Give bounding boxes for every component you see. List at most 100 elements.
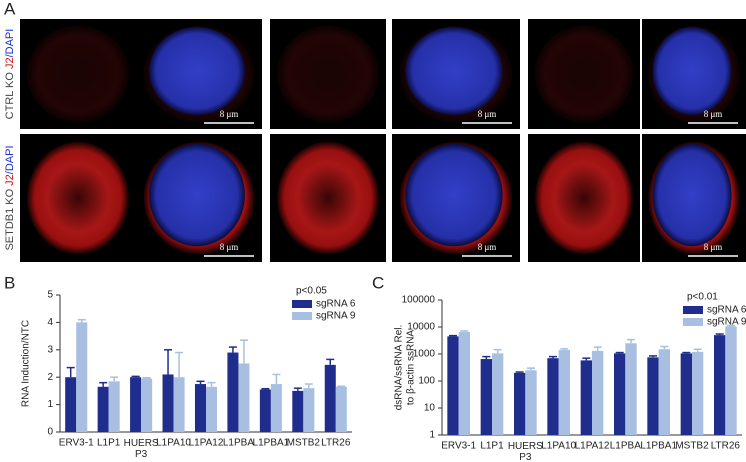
bar: [458, 332, 470, 435]
y-axis-title: to β-actin ssRNA: [406, 330, 417, 406]
bar: [514, 372, 526, 435]
legend-swatch: [292, 312, 312, 320]
y-tick-label: 5: [47, 290, 53, 301]
x-tick-label: L1P1: [97, 438, 121, 449]
x-tick-label: MSTB2: [287, 438, 321, 449]
bar: [238, 363, 250, 432]
bar: [592, 350, 604, 435]
bar: [714, 335, 726, 435]
bar: [76, 322, 88, 432]
panel-label: A: [4, 0, 16, 18]
x-tick-label: ERV3-1: [441, 441, 476, 452]
x-tick-label: L1PA10: [541, 441, 576, 452]
y-tick-label: 1: [47, 399, 53, 410]
bar: [525, 370, 537, 435]
bar: [259, 389, 271, 432]
cytoplasm-stain: [534, 25, 634, 123]
x-tick-label: L1PA10: [156, 438, 191, 449]
legend-label: sgRNA 6: [316, 299, 356, 310]
y-tick-label: 1: [429, 430, 435, 441]
y-tick-label: 10000: [407, 322, 435, 333]
legend-label: sgRNA 9: [707, 317, 746, 328]
row-label-part: J2: [4, 57, 16, 69]
bar: [130, 377, 142, 432]
y-tick-label: 100: [418, 376, 435, 387]
scale-bar-label: 8 μm: [220, 109, 239, 119]
legend-swatch: [683, 306, 703, 314]
row-label-part: /DAPI: [4, 145, 16, 174]
x-tick-label: HUERS P3: [124, 438, 159, 460]
bar: [162, 374, 174, 432]
nucleus-stain: [652, 143, 732, 247]
x-tick-label: L1PBA: [610, 441, 641, 452]
bar: [227, 352, 239, 432]
bar: [647, 357, 659, 435]
bar: [625, 343, 637, 435]
bar: [270, 384, 282, 432]
y-tick-label: 1000: [413, 349, 436, 360]
x-tick-label: L1P1: [480, 441, 504, 452]
legend-label: sgRNA 9: [316, 311, 356, 322]
bar: [558, 350, 570, 435]
cytoplasm-stain: [276, 25, 380, 123]
x-tick-label: MSTB2: [675, 441, 709, 452]
scale-bar-label: 8 μm: [704, 109, 723, 119]
legend-label: sgRNA 6: [707, 305, 746, 316]
bar: [324, 364, 336, 432]
bar: [580, 360, 592, 435]
y-tick-label: 4: [47, 317, 53, 328]
nucleus-stain: [405, 27, 503, 115]
nucleus-stain: [652, 27, 732, 115]
scale-bar-label: 8 μm: [704, 242, 723, 252]
bar: [335, 386, 347, 432]
bar: [303, 388, 315, 432]
y-tick-label: 0: [47, 427, 53, 438]
panel-label: C: [372, 273, 384, 292]
y-axis-title: RNA Induction/NTC: [21, 320, 32, 407]
bar: [97, 386, 109, 432]
y-axis-title: dsRNA/ssRNA Rel.: [394, 325, 405, 411]
nucleus-stain: [149, 27, 245, 115]
y-tick-label: 10: [424, 403, 436, 414]
row-label-part: J2: [4, 174, 16, 186]
bar: [65, 377, 77, 432]
x-tick-label: LTR26: [321, 438, 351, 449]
row-label: SETDB1 KO J2/DAPI: [4, 145, 16, 250]
x-tick-label: ERV3-1: [59, 438, 94, 449]
bar: [141, 378, 153, 432]
x-tick-label: L1PBA1: [253, 438, 290, 449]
bar: [194, 384, 206, 432]
bar: [614, 353, 626, 435]
annotation: p<0.01: [687, 292, 718, 303]
scale-bar-label: 8 μm: [478, 242, 497, 252]
x-tick-label: L1PA12: [575, 441, 610, 452]
panel-label: B: [4, 273, 15, 292]
bar: [447, 336, 459, 435]
cytoplasm-stain: [276, 141, 380, 255]
bar: [692, 351, 704, 435]
bar: [480, 359, 492, 435]
scale-bar-label: 8 μm: [478, 109, 497, 119]
legend-swatch: [292, 300, 312, 308]
bar: [658, 349, 670, 435]
nucleus-stain: [405, 143, 503, 247]
bar: [547, 358, 559, 435]
y-tick-label: 100000: [402, 295, 436, 306]
bar: [492, 353, 504, 435]
x-tick-label: L1PA12: [189, 438, 224, 449]
row-label-part: SETDB1 KO: [4, 188, 16, 250]
y-tick-label: 3: [47, 344, 53, 355]
cytoplasm-stain: [26, 25, 130, 123]
cytoplasm-stain: [26, 141, 130, 255]
bar: [680, 353, 692, 435]
legend-swatch: [683, 318, 703, 326]
row-label: CTRL KO J2/DAPI: [4, 29, 16, 120]
y-tick-label: 2: [47, 372, 53, 383]
bar: [206, 386, 218, 432]
nucleus-stain: [149, 143, 245, 247]
bar: [725, 326, 737, 435]
row-label-part: CTRL KO: [4, 72, 16, 120]
x-tick-label: L1PBA: [223, 438, 254, 449]
bar: [292, 390, 304, 432]
